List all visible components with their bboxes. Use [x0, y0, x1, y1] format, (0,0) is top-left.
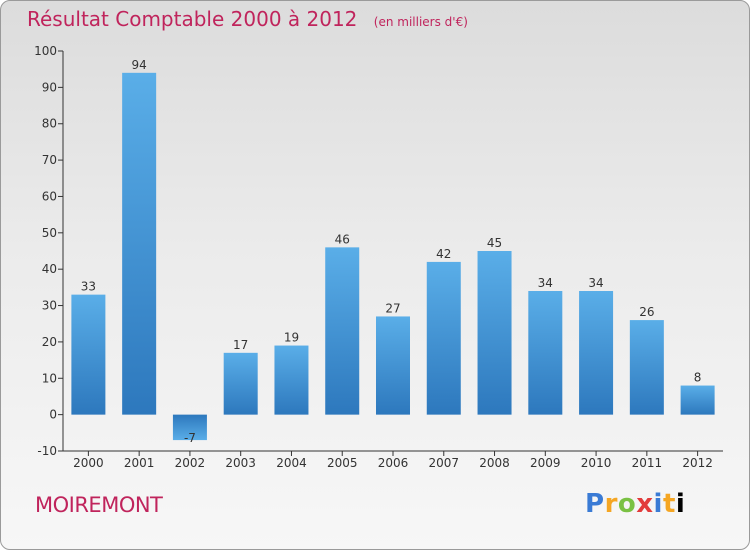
y-tick-label: -10 [37, 444, 57, 458]
bar-value-label: 45 [487, 236, 502, 250]
x-tick-label: 2006 [378, 456, 409, 470]
x-tick-label: 2000 [73, 456, 104, 470]
bar-2004 [274, 345, 309, 415]
bar-value-label: 26 [639, 305, 654, 319]
x-tick-label: 2008 [479, 456, 510, 470]
proxiti-logo: Proxiti [585, 489, 686, 519]
bar-value-label: 19 [284, 331, 299, 345]
labels-group: 33 94 -7 17 19 46 27 42 45 34 34 26 8 [81, 58, 702, 445]
y-tick-label: 90 [42, 80, 57, 94]
x-tick-label: 2007 [428, 456, 459, 470]
bar-2002 [172, 414, 207, 441]
bar-2007 [426, 261, 461, 415]
x-tick-label: 2011 [632, 456, 663, 470]
bar-2010 [579, 291, 614, 415]
bar-value-label: 46 [335, 232, 350, 246]
bar-2001 [122, 72, 157, 415]
x-tick-label: 2002 [175, 456, 206, 470]
bar-2006 [376, 316, 410, 415]
bar-value-label: 94 [132, 58, 147, 72]
y-tick-label: 10 [42, 371, 57, 385]
x-tick-label: 2012 [682, 456, 713, 470]
bar-value-label: 42 [436, 247, 451, 261]
bar-2012 [680, 385, 715, 415]
x-tick-label: 2010 [581, 456, 612, 470]
bar-2009 [528, 291, 563, 415]
y-tick-label: 20 [42, 335, 57, 349]
chart-title: Résultat Comptable 2000 à 2012 (en milli… [27, 7, 468, 31]
y-tick-label: 0 [49, 408, 57, 422]
bar-2003 [223, 352, 258, 415]
y-tick-label: 40 [42, 262, 57, 276]
x-tick-label: 2009 [530, 456, 561, 470]
bars-group [71, 72, 715, 441]
y-tick-label: 30 [42, 299, 57, 313]
bar-2008 [477, 251, 512, 415]
y-tick-label: 100 [34, 44, 57, 58]
axes-group: -10 0 10 20 30 40 50 60 70 80 90 100 2000 2001 2002 200… [34, 44, 723, 470]
y-tick-label: 60 [42, 189, 57, 203]
y-tick-label: 70 [42, 153, 57, 167]
bar-value-label: 34 [538, 276, 553, 290]
y-tick-label: 50 [42, 226, 57, 240]
chart-subtitle: (en milliers d'€) [373, 15, 468, 29]
bar-value-label: 17 [233, 338, 248, 352]
y-tick-label: 80 [42, 117, 57, 131]
x-tick-label: 2001 [124, 456, 155, 470]
bar-2011 [629, 320, 664, 415]
bar-2000 [71, 294, 106, 415]
x-tick-label: 2003 [225, 456, 256, 470]
chart-title-text: Résultat Comptable 2000 à 2012 [27, 7, 358, 31]
place-name: MOIREMONT [35, 493, 163, 517]
bar-value-label: 27 [385, 301, 400, 315]
bar-value-label: 8 [694, 371, 702, 385]
bar-value-label: 34 [588, 276, 603, 290]
bar-2005 [325, 247, 360, 415]
x-tick-label: 2005 [327, 456, 358, 470]
bar-value-label: 33 [81, 280, 96, 294]
x-tick-label: 2004 [276, 456, 307, 470]
bar-value-label: -7 [184, 431, 196, 445]
